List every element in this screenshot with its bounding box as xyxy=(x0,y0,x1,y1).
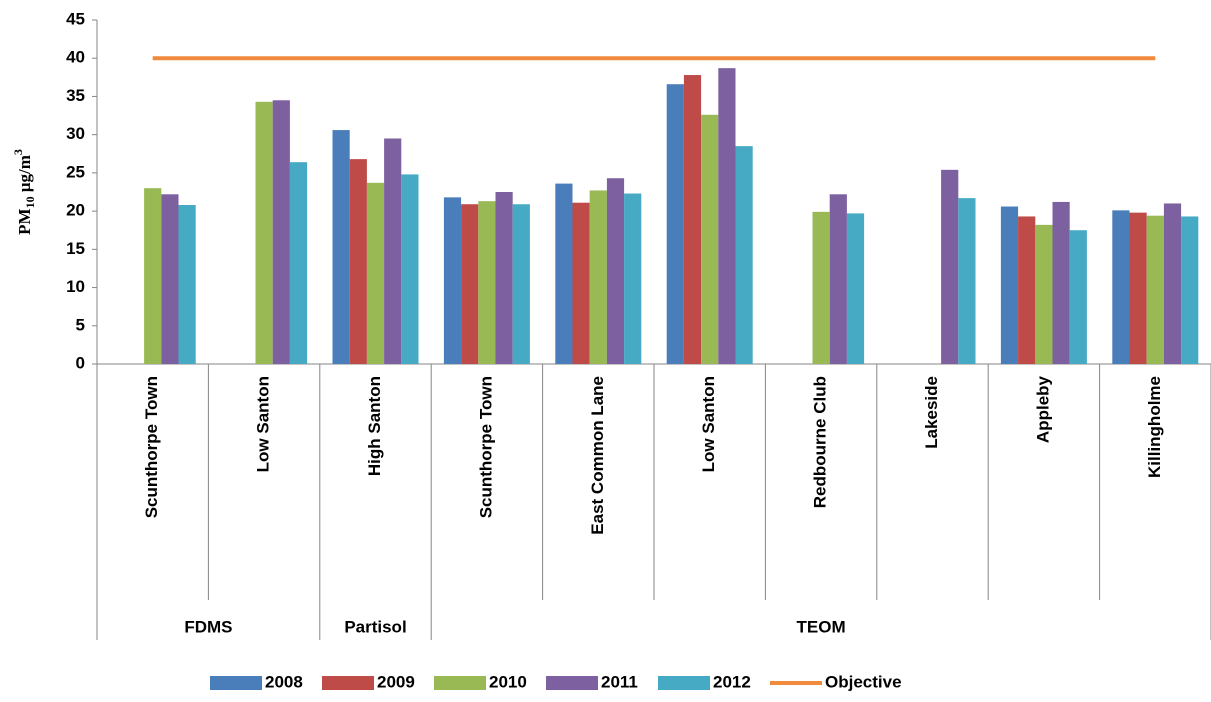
bar xyxy=(666,84,684,365)
bar xyxy=(1069,230,1087,364)
y-tick-label: 35 xyxy=(66,86,85,105)
bar xyxy=(272,100,290,365)
x-tick-label: High Santon xyxy=(365,376,384,476)
bar xyxy=(606,178,625,364)
y-tick-label: 40 xyxy=(66,48,85,67)
bar xyxy=(1018,216,1036,364)
bar xyxy=(555,183,573,364)
bar xyxy=(683,75,702,364)
y-tick-label: 5 xyxy=(76,315,85,334)
bar xyxy=(512,204,530,364)
y-label-base: PM xyxy=(15,208,34,234)
bar xyxy=(255,101,273,364)
y-tick-label: 45 xyxy=(66,9,85,28)
bar xyxy=(958,198,976,364)
x-tick-label: Redbourne Club xyxy=(811,376,830,508)
bar xyxy=(1035,224,1053,364)
bar xyxy=(384,138,402,364)
legend-swatch xyxy=(210,676,262,690)
bar xyxy=(1163,203,1182,364)
bar xyxy=(478,201,496,364)
x-tick-label: Scunthorpe Town xyxy=(142,376,161,518)
bar xyxy=(366,182,385,364)
bar xyxy=(1181,216,1199,364)
bar xyxy=(1000,206,1019,364)
bar xyxy=(332,130,350,364)
bar xyxy=(589,190,607,364)
bar xyxy=(1146,215,1164,364)
legend-label: Objective xyxy=(825,672,902,691)
legend-label: 2008 xyxy=(265,672,303,691)
y-tick-label: 20 xyxy=(66,201,85,220)
legend-label: 2010 xyxy=(489,672,527,691)
legend-swatch xyxy=(658,676,710,690)
legend-swatch xyxy=(322,676,374,690)
legend-label: 2012 xyxy=(713,672,751,691)
x-tick-label: Scunthorpe Town xyxy=(476,376,495,518)
legend-swatch xyxy=(434,676,486,690)
y-tick-label: 10 xyxy=(66,277,85,296)
bar xyxy=(812,211,830,364)
bar xyxy=(401,174,419,364)
x-tick-label: Lakeside xyxy=(922,376,941,449)
bar xyxy=(443,197,462,364)
y-tick-label: 0 xyxy=(76,353,85,372)
bar xyxy=(289,162,308,364)
bar xyxy=(701,114,719,365)
x-tick-label: Appleby xyxy=(1033,375,1052,443)
bar xyxy=(144,188,162,364)
bar xyxy=(846,213,865,364)
x-tick-label: Killingholme xyxy=(1145,376,1164,478)
y-tick-label: 30 xyxy=(66,124,85,143)
bar xyxy=(161,194,179,364)
legend-swatch xyxy=(546,676,598,690)
y-axis-label: PM10 μg/m3 xyxy=(11,149,37,235)
y-tick-label: 25 xyxy=(66,162,85,181)
bar xyxy=(941,169,959,364)
bar xyxy=(624,193,642,364)
bar xyxy=(495,192,513,364)
bar xyxy=(718,68,736,364)
bar xyxy=(349,159,367,364)
legend-label: 2009 xyxy=(377,672,415,691)
x-tick-label: Low Santon xyxy=(254,376,273,472)
legend-label: 2011 xyxy=(601,672,638,691)
x-tick-label: East Common Lane xyxy=(588,376,607,535)
group-label: Partisol xyxy=(344,617,406,636)
x-tick-label: Low Santon xyxy=(699,376,718,472)
group-label: FDMS xyxy=(184,617,232,636)
group-label: TEOM xyxy=(797,617,846,636)
bar xyxy=(1052,201,1070,364)
bar xyxy=(572,202,590,364)
y-label-unit: μg/m xyxy=(15,155,34,196)
bar xyxy=(1112,210,1130,364)
bar xyxy=(1129,212,1147,364)
bar xyxy=(461,204,479,364)
bar xyxy=(735,146,753,364)
bar xyxy=(178,204,196,364)
y-label-sup: 3 xyxy=(11,149,25,155)
bar xyxy=(829,194,847,364)
y-label-sub: 10 xyxy=(23,196,37,208)
y-tick-label: 15 xyxy=(66,239,85,258)
